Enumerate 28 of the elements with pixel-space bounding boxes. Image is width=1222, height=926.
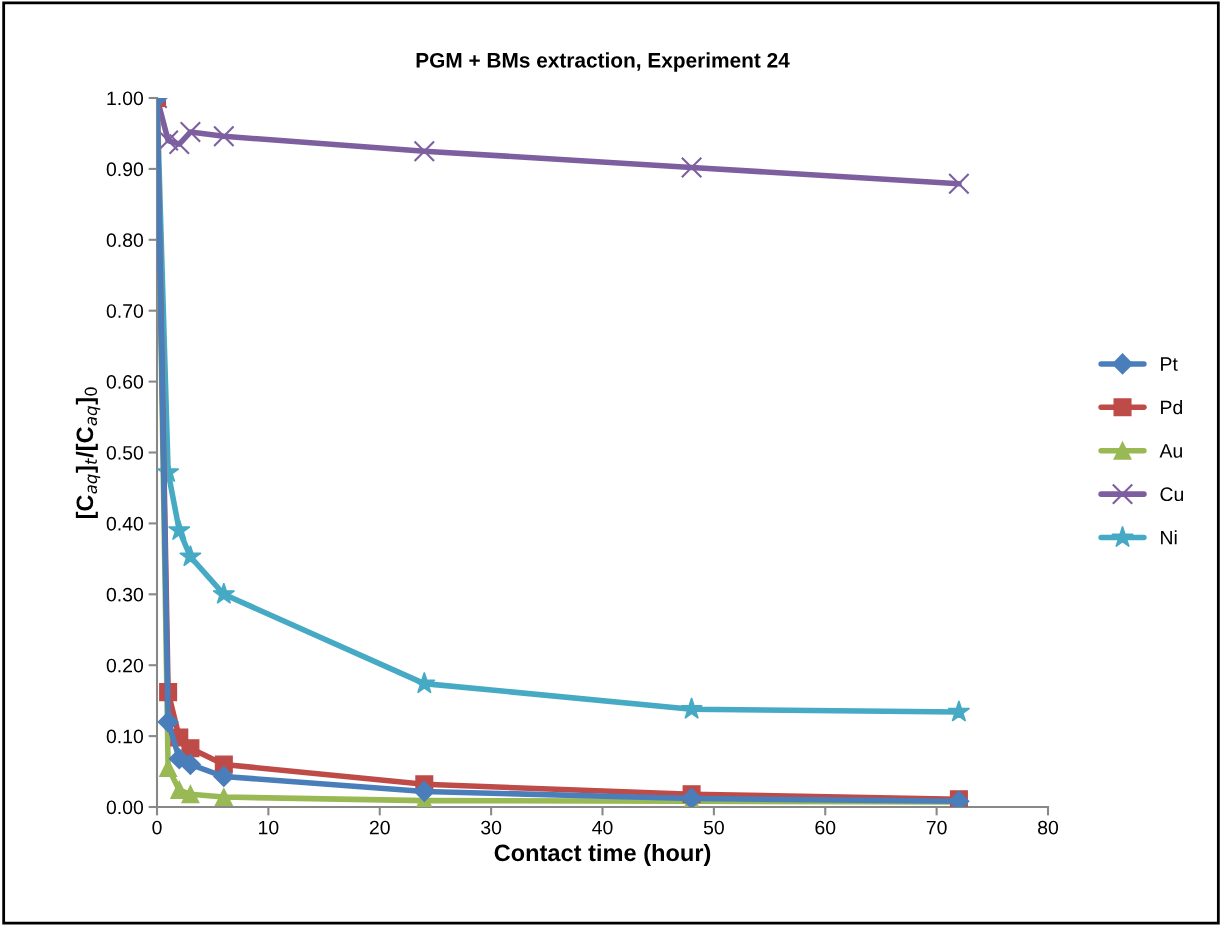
x-tick-label: 80 bbox=[1038, 820, 1059, 835]
y-tick-label: 0.50 bbox=[106, 445, 144, 460]
y-tick-label: 0.30 bbox=[106, 587, 144, 602]
y-tick-label: 0.70 bbox=[106, 304, 144, 318]
x-tick-label: 60 bbox=[815, 820, 836, 835]
x-tick-label: 70 bbox=[926, 820, 947, 835]
x-tick-label: 10 bbox=[259, 820, 279, 835]
y-tick-label: 0.60 bbox=[106, 375, 144, 389]
legend-label: Ni bbox=[1161, 530, 1177, 545]
y-axis-title: [C$_{aq}$]$_{t}$/[C$_{aq}$]$_{0}$ bbox=[75, 387, 101, 519]
chart-title: PGM + BMs extraction, Experiment 24 bbox=[416, 52, 790, 72]
y-tick-label: 1.00 bbox=[107, 91, 144, 106]
y-tick-label: 0.00 bbox=[106, 800, 144, 815]
y-tick-label: 0.20 bbox=[106, 658, 144, 673]
y-tick-label: 0.10 bbox=[106, 729, 144, 744]
x-tick-label: 40 bbox=[592, 820, 613, 835]
x-tick-label: 0 bbox=[152, 820, 162, 835]
x-tick-label: 30 bbox=[481, 820, 502, 835]
legend-label: Pt bbox=[1161, 357, 1178, 371]
y-tick-label: 0.40 bbox=[106, 516, 144, 531]
x-tick-label: 50 bbox=[703, 820, 724, 835]
legend-label: Cu bbox=[1160, 487, 1184, 502]
legend-label: Au bbox=[1159, 444, 1182, 458]
legend-label: Pd bbox=[1161, 400, 1182, 415]
y-tick-label: 0.90 bbox=[106, 162, 144, 177]
x-axis-title: Contact time (hour) bbox=[494, 843, 711, 866]
y-tick-label: 0.80 bbox=[106, 233, 144, 248]
x-tick-label: 20 bbox=[369, 820, 390, 835]
